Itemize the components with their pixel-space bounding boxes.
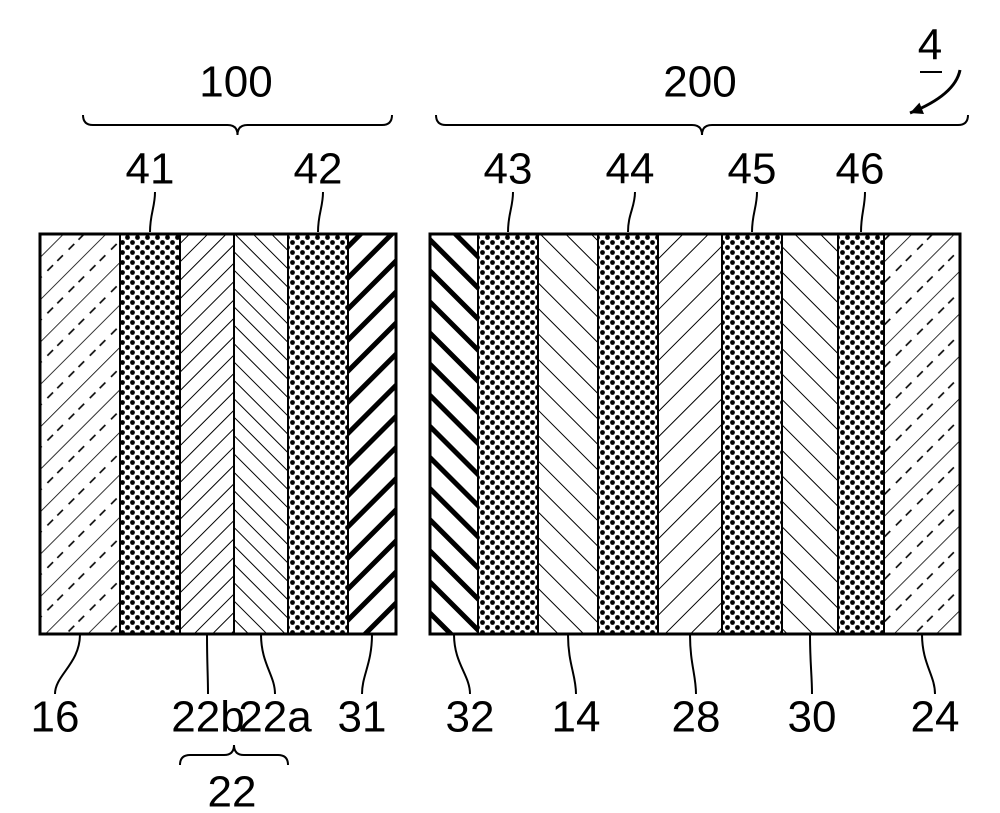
layer-L1 [40, 234, 120, 634]
layer-R8 [838, 234, 884, 634]
leader-bottom-28 [690, 634, 696, 694]
layer-R6 [722, 234, 782, 634]
brace-22 [180, 745, 288, 765]
label-42: 42 [294, 145, 343, 194]
label-45: 45 [728, 145, 777, 194]
layer-L5 [288, 234, 348, 634]
label-43: 43 [484, 145, 533, 194]
label-28: 28 [672, 693, 721, 742]
label-30: 30 [788, 693, 837, 742]
layer-R2 [478, 234, 538, 634]
diagram-canvas: 16 41 22b22a 42 31 32 43 14 44 28 45 30 46 24 100 200 22… [0, 0, 1000, 813]
label-16: 16 [31, 693, 80, 742]
group-label-200: 200 [663, 58, 736, 107]
leader-bottom-32 [454, 634, 470, 694]
leader-top-43 [508, 192, 513, 232]
leader-top-42 [318, 192, 323, 232]
layer-L3 [180, 234, 234, 634]
leader-bottom-31 [362, 634, 372, 694]
leader-bottom-14 [568, 634, 576, 694]
brace-100 [83, 115, 392, 135]
layer-R9 [884, 234, 960, 634]
label-46: 46 [836, 145, 885, 194]
label-24: 24 [911, 693, 960, 742]
leader-top-45 [752, 192, 757, 232]
label-44: 44 [606, 145, 655, 194]
label-22b: 22b [171, 693, 244, 742]
leader-top-41 [150, 192, 155, 232]
layer-L2 [120, 234, 180, 634]
leader-bottom-22b [207, 634, 208, 694]
layer-R7 [782, 234, 838, 634]
leader-top-44 [628, 192, 635, 232]
label-22a: 22a [238, 693, 312, 742]
layer-L6 [348, 234, 396, 634]
leader-bottom-22a [261, 634, 275, 694]
leader-top-46 [861, 192, 865, 232]
label-41: 41 [126, 145, 175, 194]
leader-bottom-24 [922, 634, 935, 694]
layer-R1 [430, 234, 478, 634]
leader-bottom-30 [810, 634, 812, 694]
leader-bottom-16 [55, 634, 80, 694]
label-31: 31 [338, 693, 387, 742]
brace-200 [436, 115, 968, 135]
label-14: 14 [552, 693, 601, 742]
layer-L4 [234, 234, 288, 634]
layer-R4 [598, 234, 658, 634]
group-label-100: 100 [199, 58, 272, 107]
layer-R5 [658, 234, 722, 634]
label-32: 32 [446, 693, 495, 742]
overall-label-4: 4 [918, 21, 942, 70]
group-label-22: 22 [208, 768, 257, 813]
layer-R3 [538, 234, 598, 634]
